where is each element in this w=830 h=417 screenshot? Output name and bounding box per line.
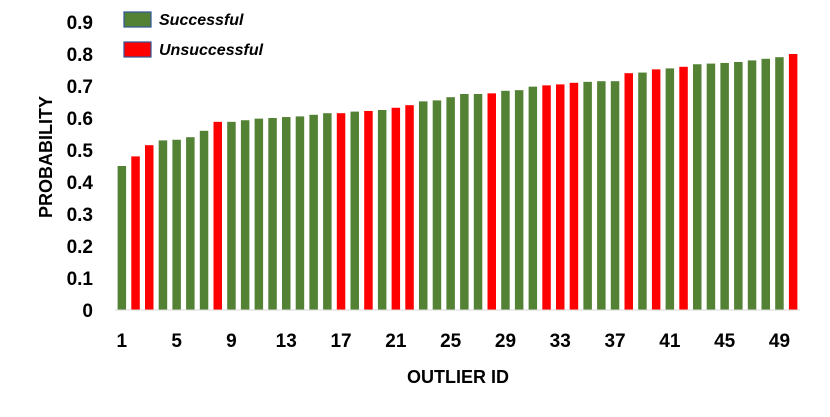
legend-item-unsuccessful: Unsuccessful xyxy=(123,41,264,59)
x-tick-label: 25 xyxy=(440,331,462,352)
bar-11 xyxy=(254,118,264,310)
x-tick-label: 5 xyxy=(171,331,182,352)
y-tick-label: 0.6 xyxy=(67,109,93,130)
bar-13 xyxy=(282,117,291,310)
x-tick-label: 21 xyxy=(385,331,407,352)
y-axis-ticks: 0 0.1 0.2 0.3 0.4 0.5 0.6 0.7 0.8 0.9 xyxy=(67,13,94,322)
bar-24 xyxy=(432,100,442,311)
bar-31 xyxy=(528,86,538,310)
x-tick-label: 17 xyxy=(330,331,351,352)
bar-40 xyxy=(651,69,661,310)
legend-item-successful: Successful xyxy=(123,11,244,29)
bar-37 xyxy=(610,81,620,310)
bar-36 xyxy=(597,81,606,310)
bar-16 xyxy=(323,113,332,310)
bar-49 xyxy=(775,57,784,311)
bar-5 xyxy=(172,139,181,310)
bar-1 xyxy=(117,166,127,310)
bar-8 xyxy=(213,121,222,310)
bar-28 xyxy=(487,93,496,310)
legend-label-unsuccessful: Unsuccessful xyxy=(159,42,264,59)
x-tick-label: 37 xyxy=(604,331,625,352)
x-axis-ticks: 1 5 9 13 17 21 25 29 33 37 41 45 49 xyxy=(117,331,790,352)
bar-41 xyxy=(665,68,675,311)
bar-6 xyxy=(186,137,195,310)
bar-30 xyxy=(514,90,524,310)
legend-swatch-unsuccessful xyxy=(123,41,152,58)
bar-45 xyxy=(720,62,729,311)
bar-21 xyxy=(391,107,401,310)
x-tick-label: 29 xyxy=(495,331,516,352)
bar-18 xyxy=(350,111,359,310)
bar-46 xyxy=(734,62,743,310)
bar-26 xyxy=(460,94,469,310)
y-tick-label: 0.8 xyxy=(67,45,93,66)
bar-38 xyxy=(624,73,633,310)
bar-44 xyxy=(706,63,716,310)
bar-32 xyxy=(542,85,551,310)
bar-42 xyxy=(679,66,688,310)
legend-swatch-successful xyxy=(123,11,152,28)
y-axis-title: PROBABILITY xyxy=(36,96,56,218)
y-tick-label: 0.1 xyxy=(67,269,94,290)
bar-12 xyxy=(268,118,277,310)
bar-35 xyxy=(583,81,592,310)
x-tick-label: 45 xyxy=(714,331,736,352)
bar-39 xyxy=(638,72,647,310)
bar-50 xyxy=(788,54,798,310)
bar-14 xyxy=(295,116,305,311)
x-tick-label: 9 xyxy=(226,331,237,352)
bar-4 xyxy=(158,140,168,310)
bar-15 xyxy=(309,114,318,310)
bar-25 xyxy=(446,97,455,310)
bar-29 xyxy=(501,90,510,310)
x-tick-label: 41 xyxy=(659,331,681,352)
bar-43 xyxy=(693,64,702,311)
y-tick-label: 0.9 xyxy=(67,13,93,34)
y-tick-label: 0.5 xyxy=(67,141,94,162)
bar-10 xyxy=(240,120,250,311)
bar-48 xyxy=(761,58,770,310)
y-tick-label: 0.7 xyxy=(67,77,93,98)
bar-47 xyxy=(747,60,757,311)
y-tick-label: 0.2 xyxy=(67,237,93,258)
bar-7 xyxy=(199,130,209,310)
legend-label-successful: Successful xyxy=(159,12,244,29)
x-tick-label: 1 xyxy=(117,331,128,352)
bar-3 xyxy=(145,145,154,310)
x-tick-label: 49 xyxy=(769,331,790,352)
bar-23 xyxy=(419,101,428,310)
bar-19 xyxy=(364,110,373,311)
bars xyxy=(117,54,798,311)
bar-27 xyxy=(473,94,483,310)
bar-9 xyxy=(227,121,236,310)
x-axis-title: OUTLIER ID xyxy=(407,367,509,387)
bar-20 xyxy=(377,110,387,310)
y-tick-label: 0 xyxy=(82,301,93,322)
bar-17 xyxy=(336,113,346,310)
legend: Successful Unsuccessful xyxy=(123,11,264,59)
y-tick-label: 0.4 xyxy=(67,173,94,194)
bar-33 xyxy=(556,84,565,311)
bar-22 xyxy=(405,105,414,310)
bar-34 xyxy=(569,82,579,310)
y-tick-label: 0.3 xyxy=(67,205,93,226)
bar-2 xyxy=(131,156,140,310)
x-tick-label: 33 xyxy=(550,331,571,352)
x-tick-label: 13 xyxy=(276,331,297,352)
